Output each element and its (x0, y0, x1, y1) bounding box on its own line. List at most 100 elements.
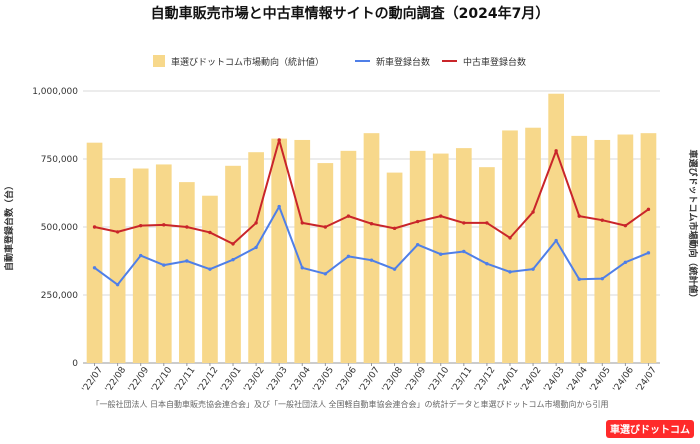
market-bar (409, 150, 426, 363)
x-tick-label: '24/04 (565, 365, 590, 394)
market-bar (525, 127, 541, 363)
x-tick-label: '22/12 (196, 365, 220, 394)
market-bar (640, 133, 657, 363)
line-series (92, 138, 651, 287)
new-car-registration-point (600, 276, 604, 281)
used-car-registration-point (208, 230, 212, 235)
used-car-registration-point (577, 214, 581, 218)
y-tick-label: 250,000 (41, 291, 78, 301)
x-tick-label: '24/01 (496, 365, 520, 394)
y-tick-label: 750,000 (41, 155, 78, 165)
x-tick-label: '22/11 (173, 365, 197, 394)
new-car-registration-point (623, 260, 628, 265)
brand-badge: 車選びドットコム (606, 420, 694, 438)
x-tick-label: '24/05 (588, 365, 612, 394)
used-car-registration-point (392, 226, 397, 231)
legend-swatch-bar (153, 55, 165, 67)
new-car-registration-point (439, 252, 443, 256)
x-tick-label: '23/02 (242, 365, 266, 394)
market-bar (294, 139, 311, 363)
market-bar (455, 148, 472, 363)
market-bar (225, 165, 241, 363)
new-car-registration-point (531, 267, 535, 271)
used-car-registration-point (646, 207, 651, 212)
market-bar (109, 178, 126, 363)
market-bar (317, 163, 334, 363)
new-car-registration-point (462, 249, 466, 254)
market-bar (202, 195, 218, 363)
new-car-registration-point (231, 257, 235, 262)
y-tick-label: 0 (72, 359, 78, 369)
used-car-registration-point (369, 222, 374, 226)
used-car-registration-point (231, 242, 235, 246)
x-tick-label: '23/03 (265, 365, 289, 394)
x-tick-label: '23/11 (450, 365, 474, 394)
market-bar (548, 93, 564, 363)
x-axis-ticks: '22/07'22/08'22/09'22/10'22/11'22/12'23/… (81, 363, 659, 394)
brand-text: 車選びドットコム (610, 423, 690, 436)
x-tick-label: '23/08 (381, 365, 406, 394)
legend: 車選びドットコム市場動向（統計値） 新車登録台数 中古車登録台数 (153, 55, 526, 68)
left-axis-label: 自動車登録台数（台） (3, 181, 15, 271)
used-car-registration-point (346, 214, 351, 218)
right-axis-label: 車選びドットコム市場動向（統計値） (687, 149, 699, 302)
new-car-registration-point (208, 267, 212, 271)
x-tick-label: '23/09 (404, 365, 429, 394)
new-car-registration-point (415, 242, 420, 247)
x-tick-label: '24/02 (519, 365, 543, 394)
new-car-registration-point (254, 245, 258, 250)
market-bar (179, 182, 195, 363)
used-car-registration-point (300, 221, 304, 225)
x-tick-label: '23/05 (311, 365, 335, 394)
x-tick-label: '23/04 (288, 365, 313, 394)
source-text: 「一般社団法人 日本自動車販売協会連合会」及び「一般社団法人 全国軽自動車協会連… (91, 399, 608, 409)
y-axis-ticks: 0 250,000 500,000 750,000 1,000,000 (32, 87, 78, 369)
x-tick-label: '23/01 (219, 365, 243, 394)
new-car-registration-point (185, 259, 189, 263)
new-car-registration-point (162, 263, 166, 267)
market-bar (617, 134, 634, 363)
legend-item-new-car: 新車登録台数 (376, 56, 430, 68)
used-car-registration-point (254, 221, 258, 225)
market-bar (502, 130, 518, 363)
new-car-registration-point (323, 272, 328, 276)
used-car-registration-point (92, 225, 97, 229)
used-car-registration-point (485, 221, 489, 225)
used-car-registration-point (277, 138, 281, 142)
x-tick-label: '22/08 (104, 365, 129, 394)
new-car-registration-point (346, 254, 351, 259)
new-car-registration-point (369, 258, 374, 262)
new-car-registration-point (115, 282, 120, 287)
bar-series (86, 93, 657, 363)
y-tick-label: 1,000,000 (32, 87, 78, 97)
x-tick-label: '24/03 (542, 365, 566, 394)
market-bar (363, 133, 380, 363)
used-car-registration-point (531, 210, 535, 214)
market-bar (248, 152, 264, 363)
new-car-registration-point (508, 270, 512, 274)
market-bar (432, 153, 449, 363)
legend-item-used-car: 中古車登録台数 (463, 56, 526, 68)
used-car-registration-point (115, 230, 120, 234)
used-car-registration-point (600, 218, 604, 222)
x-tick-label: '23/12 (473, 365, 497, 394)
x-tick-label: '22/10 (150, 365, 175, 394)
used-car-registration-point (139, 223, 143, 228)
new-car-registration-point (646, 251, 651, 255)
x-tick-label: '23/07 (358, 365, 382, 394)
x-tick-label: '24/06 (611, 365, 636, 394)
market-bar (571, 135, 588, 363)
new-car-registration-point (277, 204, 281, 209)
market-bar (594, 139, 611, 363)
market-bar (132, 168, 149, 363)
used-car-registration-point (462, 221, 466, 225)
used-car-registration-point (554, 149, 558, 153)
x-tick-label: '24/07 (635, 365, 659, 394)
x-tick-label: '23/10 (427, 365, 452, 394)
new-car-registration-point (392, 267, 397, 271)
new-car-registration-point (139, 253, 143, 258)
used-car-registration-point (162, 223, 166, 227)
new-car-registration-point (300, 266, 304, 270)
